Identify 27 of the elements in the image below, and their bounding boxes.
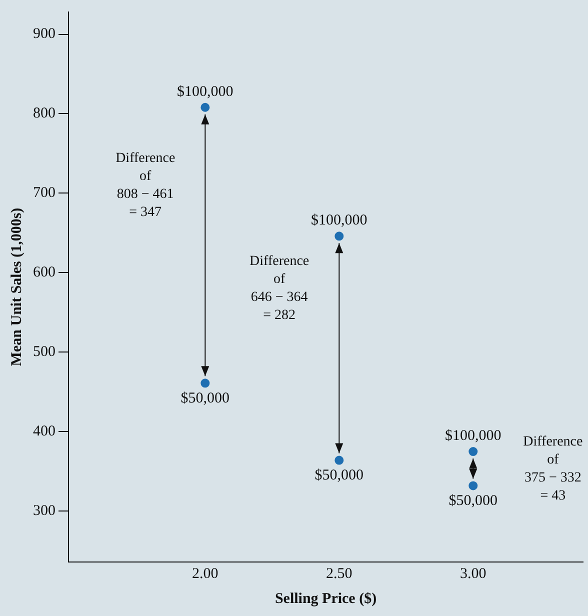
annotation: Difference of 808 − 461 = 347 — [116, 150, 176, 220]
x-tick-label: 3.00 — [460, 566, 486, 582]
point — [468, 481, 478, 490]
annotation: Difference of 375 − 332 = 43 — [523, 434, 583, 504]
series-label: $100,000 — [311, 212, 368, 229]
y-tick-label: 600 — [33, 264, 56, 281]
point — [334, 456, 344, 465]
text: $50,000 — [314, 468, 364, 484]
y-tick-label: 700 — [33, 185, 56, 202]
text: $100,000 — [445, 428, 502, 444]
text: $50,000 — [180, 390, 230, 407]
point — [200, 378, 210, 388]
annotation: Difference of 646 − 364 = 282 — [250, 254, 310, 323]
point — [468, 447, 478, 456]
y-tick-label: 400 — [33, 424, 56, 440]
y-tick-label: 800 — [33, 106, 56, 122]
y-tick-label: 900 — [33, 26, 56, 42]
x-tick-label: 2.50 — [326, 566, 352, 582]
text: $100,000 — [177, 84, 234, 100]
point — [200, 102, 210, 112]
y-tick-label: 300 — [33, 503, 56, 520]
series-label: $50,000 — [448, 493, 498, 510]
y-axis-title: Mean Unit Sales (1,000s) — [8, 208, 25, 366]
x-axis-title: Selling Price ($) — [274, 590, 377, 607]
point — [334, 232, 344, 241]
x-tick-label: 2.00 — [192, 566, 218, 582]
y-tick-label: 500 — [33, 344, 56, 360]
